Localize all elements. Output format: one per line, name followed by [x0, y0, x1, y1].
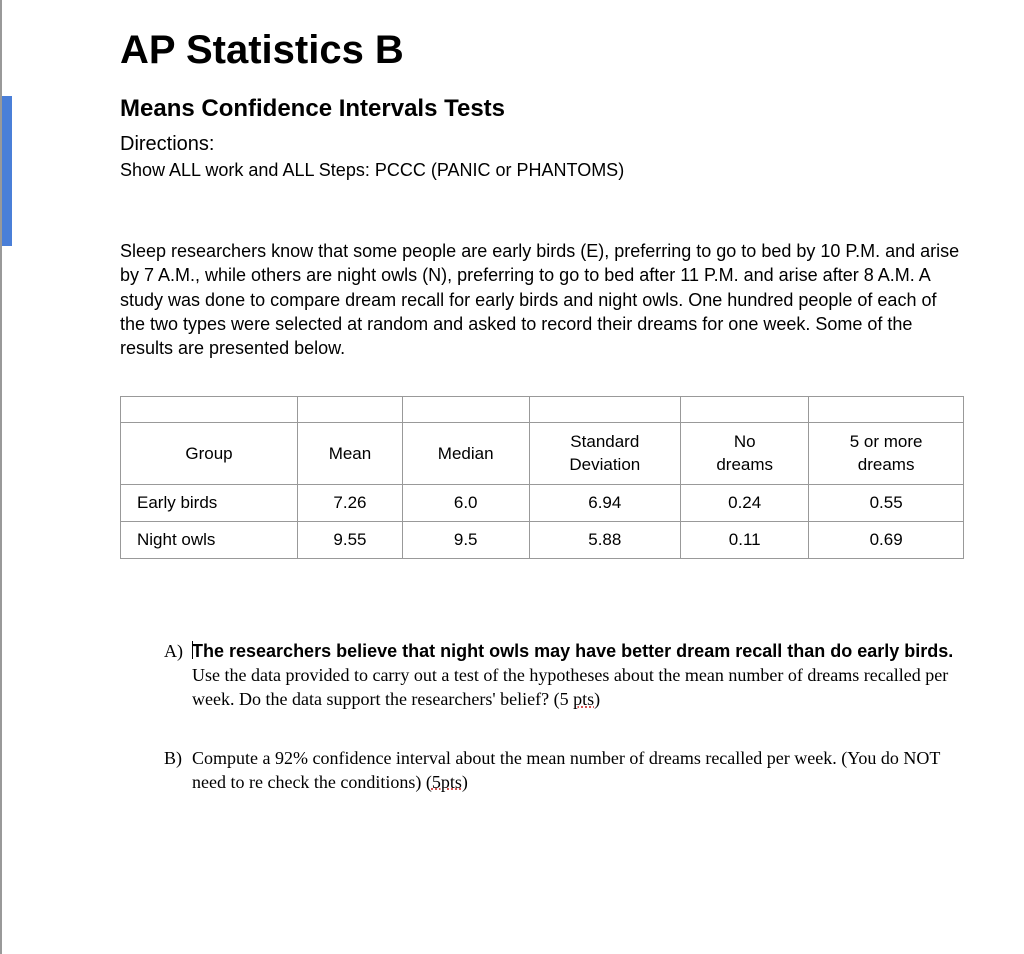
question-b-body: Compute a 92% confidence interval about … [192, 746, 964, 795]
table-row: Early birds 7.26 6.0 6.94 0.24 0.55 [121, 484, 964, 521]
row-label-night: Night owls [121, 521, 298, 558]
col-median: Median [402, 423, 529, 484]
question-b: B) Compute a 92% confidence interval abo… [164, 746, 964, 795]
col-stddev: StandardDeviation [529, 423, 681, 484]
question-b-end: ) [462, 772, 468, 792]
table-empty-header-row [121, 397, 964, 423]
question-a-end: ) [594, 689, 600, 709]
cell: 0.24 [681, 484, 809, 521]
table-row: Night owls 9.55 9.5 5.88 0.11 0.69 [121, 521, 964, 558]
problem-paragraph: Sleep researchers know that some people … [120, 239, 964, 360]
cell: 6.0 [402, 484, 529, 521]
question-b-squiggle: 5pts [432, 772, 462, 792]
blue-side-tab [2, 96, 12, 246]
col-mean: Mean [298, 423, 403, 484]
data-table: Group Mean Median StandardDeviation Nodr… [120, 396, 964, 558]
col-nodreams: Nodreams [681, 423, 809, 484]
cell: 5.88 [529, 521, 681, 558]
col-5ormore: 5 or moredreams [809, 423, 964, 484]
document-content: AP Statistics B Means Confidence Interva… [0, 0, 1024, 868]
question-a-bold: The researchers believe that night owls … [192, 641, 953, 661]
cell: 0.11 [681, 521, 809, 558]
question-letter-b: B) [164, 746, 192, 795]
row-label-early: Early birds [121, 484, 298, 521]
page-subtitle: Means Confidence Intervals Tests [120, 95, 964, 123]
question-a-squiggle: pts [573, 689, 594, 709]
question-a-body: The researchers believe that night owls … [192, 639, 964, 712]
cell: 0.69 [809, 521, 964, 558]
cell: 6.94 [529, 484, 681, 521]
directions-text: Show ALL work and ALL Steps: PCCC (PANIC… [120, 160, 964, 181]
cell: 7.26 [298, 484, 403, 521]
cell: 9.55 [298, 521, 403, 558]
directions-label: Directions: [120, 133, 964, 156]
question-letter-a: A) [164, 639, 192, 712]
question-a: A) The researchers believe that night ow… [164, 639, 964, 712]
question-b-text: Compute a 92% confidence interval about … [192, 748, 940, 792]
questions-list: A) The researchers believe that night ow… [120, 639, 964, 794]
cell: 0.55 [809, 484, 964, 521]
table-column-headers: Group Mean Median StandardDeviation Nodr… [121, 423, 964, 484]
cell: 9.5 [402, 521, 529, 558]
question-a-rest: Use the data provided to carry out a tes… [192, 665, 948, 709]
col-group: Group [121, 423, 298, 484]
page-title: AP Statistics B [120, 28, 964, 73]
